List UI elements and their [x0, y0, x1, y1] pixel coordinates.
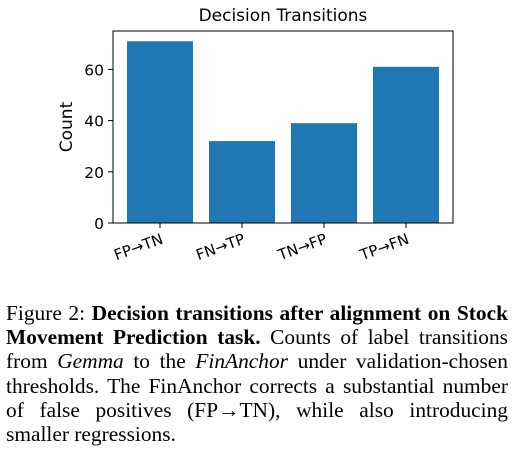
caption-financhor: FinAnchor	[195, 349, 289, 374]
caption-gemma: Gemma	[57, 349, 124, 374]
y-axis-label: Count	[57, 101, 77, 152]
bar	[127, 41, 193, 223]
x-tick-label: TN→FP	[275, 230, 330, 265]
caption-bold: Decision transitions after alignment on …	[6, 301, 508, 350]
bar-chart: Decision Transitions Count 0 20 40 60 FP→TN…	[57, 6, 454, 265]
caption-text-1: Counts of label transitions from	[6, 325, 508, 374]
caption-text-3: under validation-chosen thresholds. The …	[6, 349, 508, 447]
figure-caption: Figure 2: Decision transitions after ali…	[6, 301, 508, 446]
plot-frame	[112, 30, 454, 224]
x-tick-label: TP→FN	[357, 230, 412, 265]
bar	[209, 141, 275, 223]
bar	[291, 123, 357, 223]
y-tick-label: 40	[84, 113, 104, 131]
y-tick-label: 20	[84, 164, 104, 182]
bar	[373, 66, 439, 223]
chart-title: Decision Transitions	[199, 6, 368, 26]
x-tick-label: FP→TN	[112, 230, 166, 264]
x-tick-label: FN→TP	[194, 230, 248, 264]
caption-text-2: to the	[123, 349, 196, 374]
caption-label: Figure 2:	[6, 301, 86, 325]
y-tick-label: 0	[94, 215, 104, 233]
y-tick-label: 60	[84, 61, 104, 79]
